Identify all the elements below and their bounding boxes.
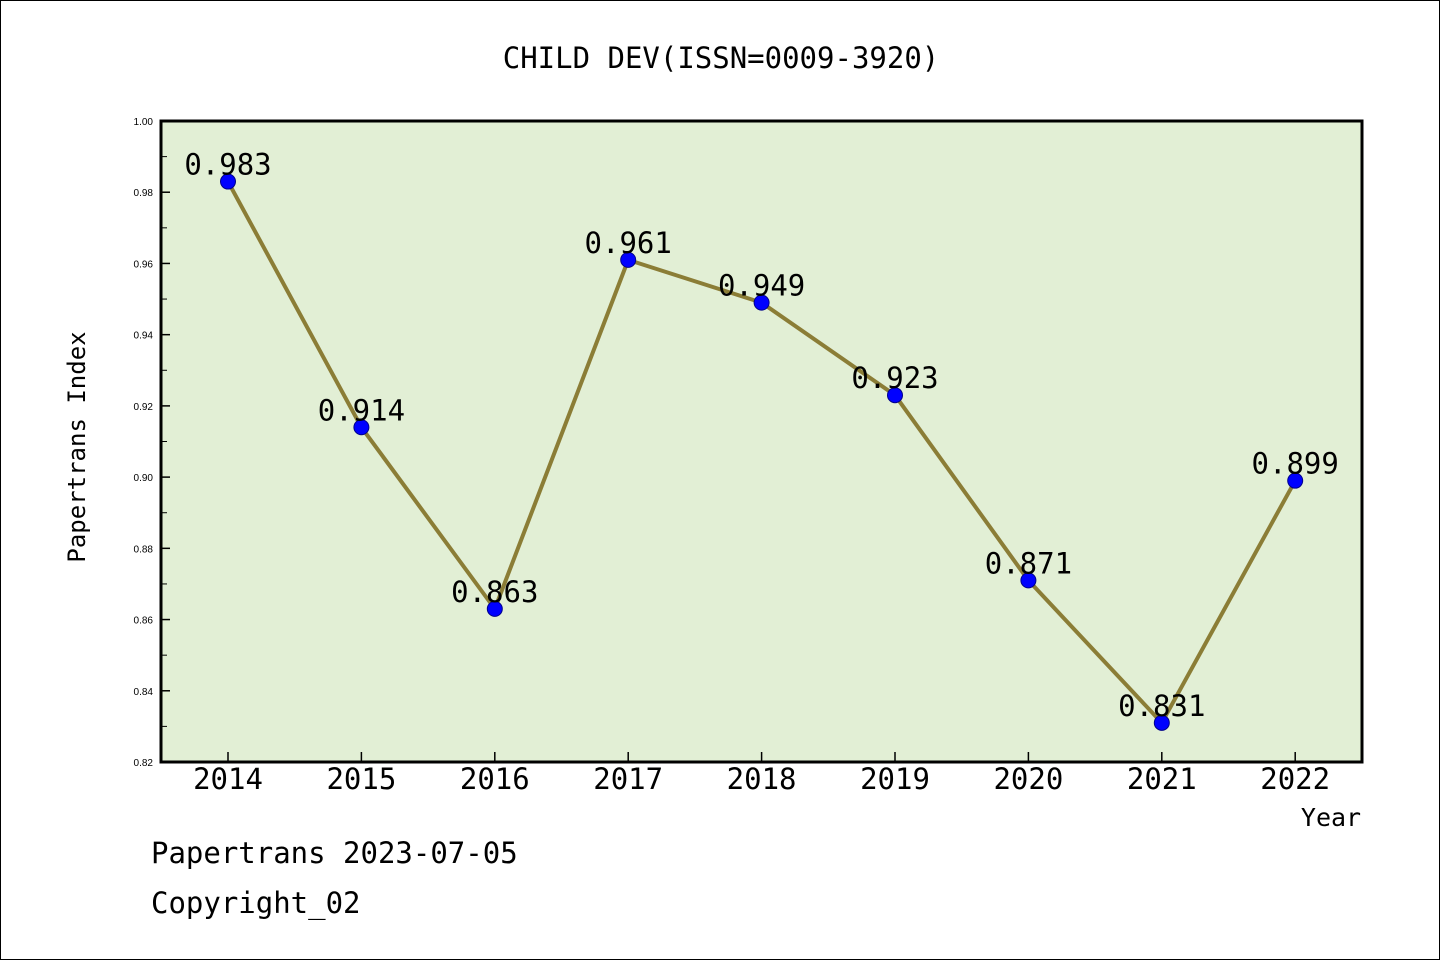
data-label: 0.899 <box>1252 447 1339 481</box>
x-tick-label: 2020 <box>993 762 1063 796</box>
data-point <box>620 251 637 268</box>
data-labels: 0.983 0.914 0.863 0.961 0.949 0.923 0.871 0.831… <box>184 148 1339 723</box>
x-tick-label: 2015 <box>326 762 396 796</box>
data-point <box>753 294 770 311</box>
data-label: 0.871 <box>985 546 1072 580</box>
y-tick-label: 0.84 <box>134 687 154 698</box>
data-label: 0.923 <box>851 361 938 395</box>
x-tick-label: 2016 <box>460 762 530 796</box>
y-tick-label: 0.96 <box>134 259 154 270</box>
footer-date: Papertrans 2023-07-05 <box>151 836 518 870</box>
y-tick-label: 0.88 <box>134 544 154 555</box>
y-tick-label: 0.90 <box>134 473 154 484</box>
x-tick-label: 2019 <box>860 762 930 796</box>
data-point <box>220 173 236 190</box>
data-label: 0.914 <box>318 393 405 427</box>
data-point <box>887 387 903 404</box>
data-point <box>1020 572 1037 589</box>
y-tick-label: 0.94 <box>134 331 154 342</box>
x-tick-label: 2022 <box>1260 762 1330 796</box>
y-axis-label: Papertrans Index <box>63 331 91 562</box>
data-point <box>353 419 370 436</box>
data-point <box>1153 714 1170 731</box>
y-tick-label: 1.00 <box>134 117 154 128</box>
x-tick-label: 2014 <box>193 762 263 796</box>
y-tick-label: 0.82 <box>134 758 154 769</box>
plot-border <box>159 119 1364 764</box>
data-label: 0.831 <box>1118 689 1205 723</box>
data-point <box>486 600 503 617</box>
data-markers <box>220 173 1304 731</box>
y-tick-label: 0.86 <box>134 616 154 627</box>
data-label: 0.863 <box>451 575 538 609</box>
data-point <box>1287 472 1304 489</box>
data-label: 0.961 <box>585 226 672 260</box>
x-tick-label: 2018 <box>727 762 797 796</box>
y-axis: 0.82 0.84 0.86 0.88 0.90 0.92 0.94 0.96 0.98 1.00 <box>134 117 170 769</box>
footer-copyright: Copyright_02 <box>151 886 361 920</box>
plot-area <box>161 121 1362 762</box>
x-axis: 2014 2015 2016 2017 2018 2019 2020 2021 2022 <box>193 752 1330 796</box>
y-tick-label: 0.98 <box>134 188 154 199</box>
data-label: 0.949 <box>718 269 805 303</box>
y-tick-label: 0.92 <box>134 402 154 413</box>
x-axis-label: Year <box>1301 803 1361 832</box>
chart-title: CHILD DEV(ISSN=0009-3920) <box>503 41 940 75</box>
x-tick-label: 2021 <box>1127 762 1197 796</box>
data-label: 0.983 <box>184 148 271 182</box>
x-tick-label: 2017 <box>593 762 663 796</box>
